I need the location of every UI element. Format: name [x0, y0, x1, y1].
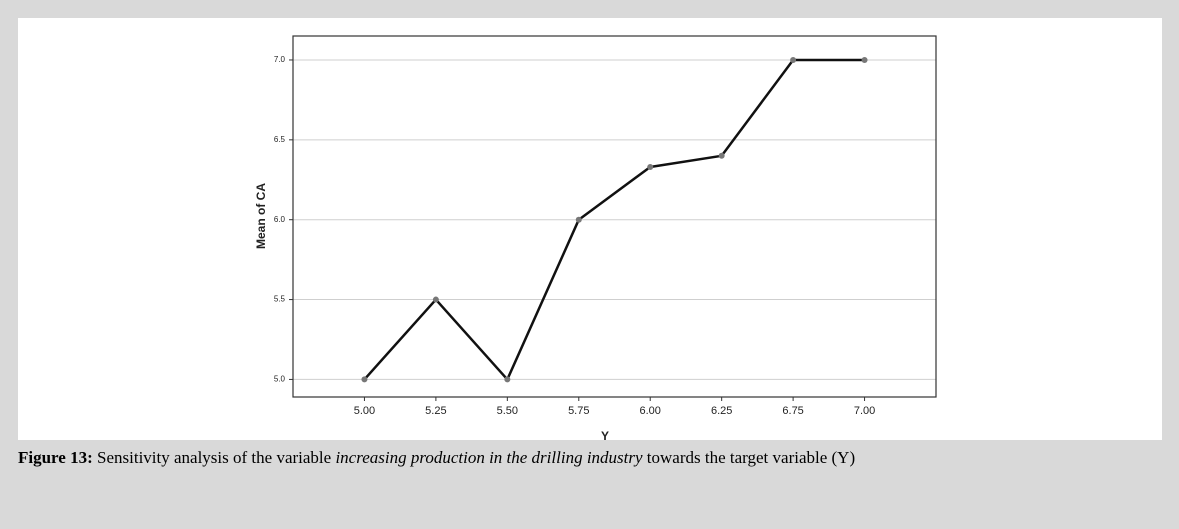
caption-label: Figure 13:: [18, 448, 93, 467]
point: [575, 216, 582, 223]
x-tick-label: 6.75: [782, 405, 803, 417]
point: [718, 152, 725, 159]
caption-text: Sensitivity analysis of the variable: [97, 448, 332, 467]
y-tick-label: 5.5: [274, 295, 286, 304]
x-tick-label: 7.00: [854, 405, 875, 417]
point: [647, 163, 654, 170]
x-tick-label: 5.75: [568, 405, 589, 417]
x-tick-label: 6.25: [711, 405, 732, 417]
line: [363, 58, 865, 381]
x-tick-label: 6.00: [640, 405, 661, 417]
point: [432, 296, 439, 303]
plot-frame: [292, 35, 937, 398]
point: [790, 56, 797, 63]
chart: Y Mean of CA 5.0 5.5 6.0 6.5 7.0 5.00 5.25 5.50…: [18, 18, 1162, 443]
y-tick-label: 6.5: [274, 135, 286, 144]
caption: Figure 13: Sensitivity analysis of the v…: [18, 447, 1161, 469]
y-tick-label: 7.0: [274, 55, 286, 64]
point: [504, 376, 511, 383]
x-tick-label: 5.50: [497, 405, 518, 417]
x-tick-label: 5.00: [354, 405, 375, 417]
y-tick-label: 6.0: [274, 215, 286, 224]
chart-panel: [18, 18, 1162, 440]
y-tick-label: 5.0: [274, 375, 286, 384]
caption-text: towards the target variable (Y): [646, 448, 856, 467]
caption-italic: increasing production in the drilling in…: [335, 448, 643, 467]
x-tick-label: 5.25: [425, 405, 446, 417]
point: [361, 376, 368, 383]
point: [861, 56, 868, 63]
x-axis-label: Y: [601, 429, 609, 443]
y-axis-label: Mean of CA: [254, 183, 268, 249]
